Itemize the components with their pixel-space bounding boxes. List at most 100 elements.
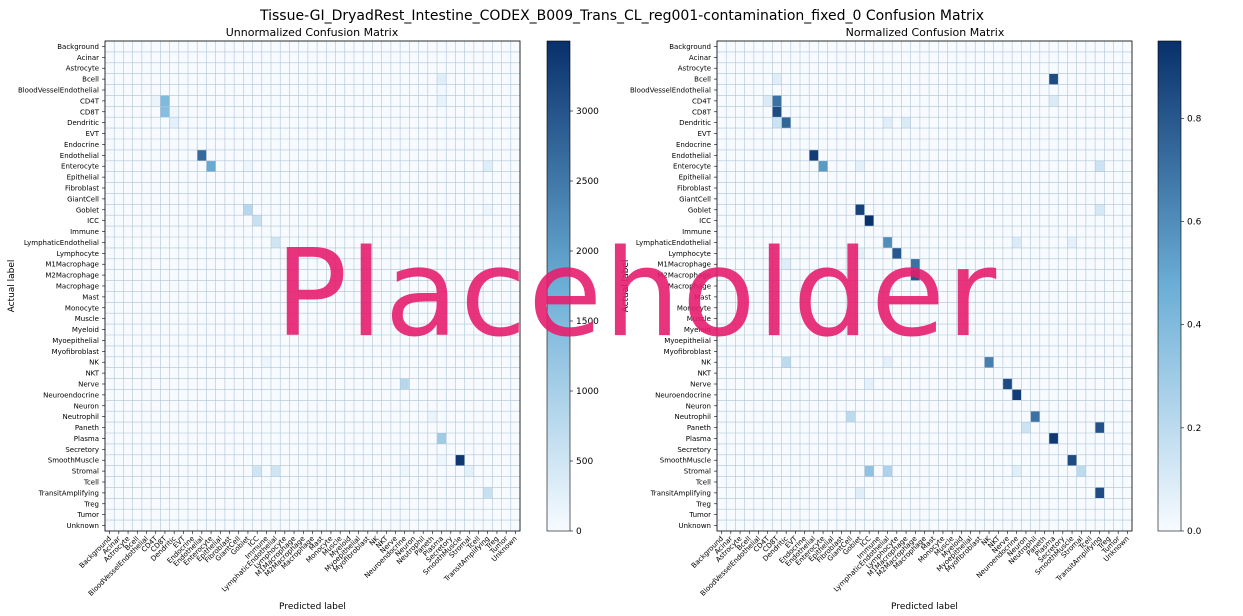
y-tick-label: Goblet [688, 206, 711, 214]
matrix-cell [160, 95, 170, 107]
matrix-cell [400, 465, 410, 477]
y-tick-label: Paneth [75, 424, 99, 432]
colorbar-tick-label: 0.8 [1187, 114, 1202, 124]
colorbar-tick-label: 0.4 [1187, 321, 1202, 331]
matrix-cell [883, 465, 893, 477]
colorbar-tick-label: 0 [576, 527, 582, 537]
y-tick-label: Background [57, 43, 99, 51]
y-tick-label: Nerve [690, 381, 711, 389]
y-tick-label: Neuroendocrine [655, 391, 711, 399]
y-tick-label: Myofibroblast [52, 348, 100, 356]
matrix-cell [772, 106, 782, 118]
colorbar [1157, 40, 1182, 532]
matrix-cell [892, 247, 902, 259]
matrix-cell [252, 215, 262, 227]
y-tick-label: Stromal [72, 468, 99, 476]
matrix-cell [455, 454, 465, 466]
y-tick-label: Muscle [75, 315, 99, 323]
matrix-cell [271, 465, 281, 477]
y-tick-label: NKT [85, 370, 99, 378]
matrix-cell [1002, 378, 1013, 390]
y-tick-label: Fibroblast [677, 185, 711, 193]
matrix-cell [483, 487, 493, 499]
matrix-cell [901, 117, 911, 129]
matrix-cell [910, 269, 920, 281]
matrix-cell [910, 258, 920, 270]
y-tick-label: TransitAmplifying [650, 489, 711, 497]
y-tick-label: Secretory [65, 446, 99, 454]
y-tick-label: CD8T [692, 108, 712, 116]
matrix-cell [772, 95, 782, 107]
y-tick-label: Epithelial [679, 174, 711, 182]
matrix-cell [772, 117, 782, 129]
matrix-cell [160, 106, 170, 118]
y-tick-label: EVT [86, 130, 100, 138]
y-tick-label: GiantCell [67, 195, 99, 203]
y-tick-label: LymphaticEndothelial [24, 239, 99, 247]
y-tick-label: Enterocyte [673, 163, 711, 171]
y-tick-label: Bcell [694, 76, 711, 84]
y-tick-label: Endocrine [64, 141, 99, 149]
matrix-cell [1012, 465, 1022, 477]
matrix-cell [1049, 95, 1059, 107]
y-tick-label: Tcell [83, 479, 99, 487]
y-tick-label: Mast [694, 293, 711, 301]
y-tick-label: Goblet [76, 206, 99, 214]
matrix-grid [104, 40, 521, 532]
y-tick-label: SmoothMuscle [48, 457, 99, 465]
matrix-cell [809, 149, 819, 161]
figure-title: Tissue-GI_DryadRest_Intestine_CODEX_B009… [259, 8, 984, 24]
matrix-cell [243, 160, 253, 172]
y-tick-label: M2Macrophage [657, 272, 711, 280]
matrix-grid [716, 40, 1133, 532]
y-tick-label: Mast [82, 293, 99, 301]
matrix-cell [855, 160, 865, 172]
panel-title: Unnormalized Confusion Matrix [226, 26, 399, 39]
y-tick-label: Lymphocyte [669, 250, 711, 258]
matrix-cell [763, 95, 773, 107]
y-tick-label: Acinar [689, 54, 711, 62]
matrix-cell [243, 204, 253, 216]
colorbar [546, 40, 571, 532]
y-tick-label: Neuroendocrine [43, 391, 99, 399]
unnormalized-panel: Unnormalized Confusion Matrix Background A… [7, 26, 599, 612]
y-tick-label: M1Macrophage [45, 261, 99, 269]
y-tick-label: Macrophage [56, 283, 99, 291]
y-tick-label: Tumor [76, 511, 99, 519]
y-axis-label: Actual label [7, 260, 17, 313]
matrix-cell [252, 465, 262, 477]
y-tick-label: NKT [697, 370, 711, 378]
y-axis-label: Actual label [621, 260, 631, 313]
y-tick-label: CD4T [692, 97, 712, 105]
y-tick-label: Macrophage [668, 283, 711, 291]
matrix-cell [437, 73, 447, 85]
y-tick-label: Dendritic [679, 119, 711, 127]
matrix-cell [781, 356, 791, 368]
colorbar-tick-label: 3000 [576, 107, 599, 117]
matrix-cell [169, 106, 179, 118]
y-tick-label: Myoepithelial [52, 337, 99, 345]
matrix-cell [772, 73, 782, 85]
y-tick-label: Bcell [82, 76, 99, 84]
matrix-cell [864, 465, 874, 477]
matrix-cell [1049, 73, 1059, 85]
y-tick-label: Enterocyte [61, 163, 99, 171]
y-tick-label: ICC [87, 217, 99, 225]
y-tick-label: M2Macrophage [45, 272, 99, 280]
y-tick-label: Neuron [74, 402, 99, 410]
y-tick-label: Unknown [67, 522, 100, 530]
matrix-cell [818, 160, 828, 172]
y-tick-label: Paneth [687, 424, 711, 432]
matrix-cell [1012, 389, 1022, 401]
matrix-cell [197, 149, 207, 161]
matrix-cell [1095, 160, 1105, 172]
y-tick-label: Plasma [686, 435, 711, 443]
matrix-cell [855, 487, 865, 499]
y-tick-label: Myeloid [684, 326, 711, 334]
matrix-cell [855, 204, 865, 216]
y-tick-label: CD8T [80, 108, 100, 116]
matrix-cell [400, 454, 410, 466]
y-tick-label: Myofibroblast [664, 348, 712, 356]
matrix-cell [483, 160, 493, 172]
y-tick-label: Immune [682, 228, 711, 236]
